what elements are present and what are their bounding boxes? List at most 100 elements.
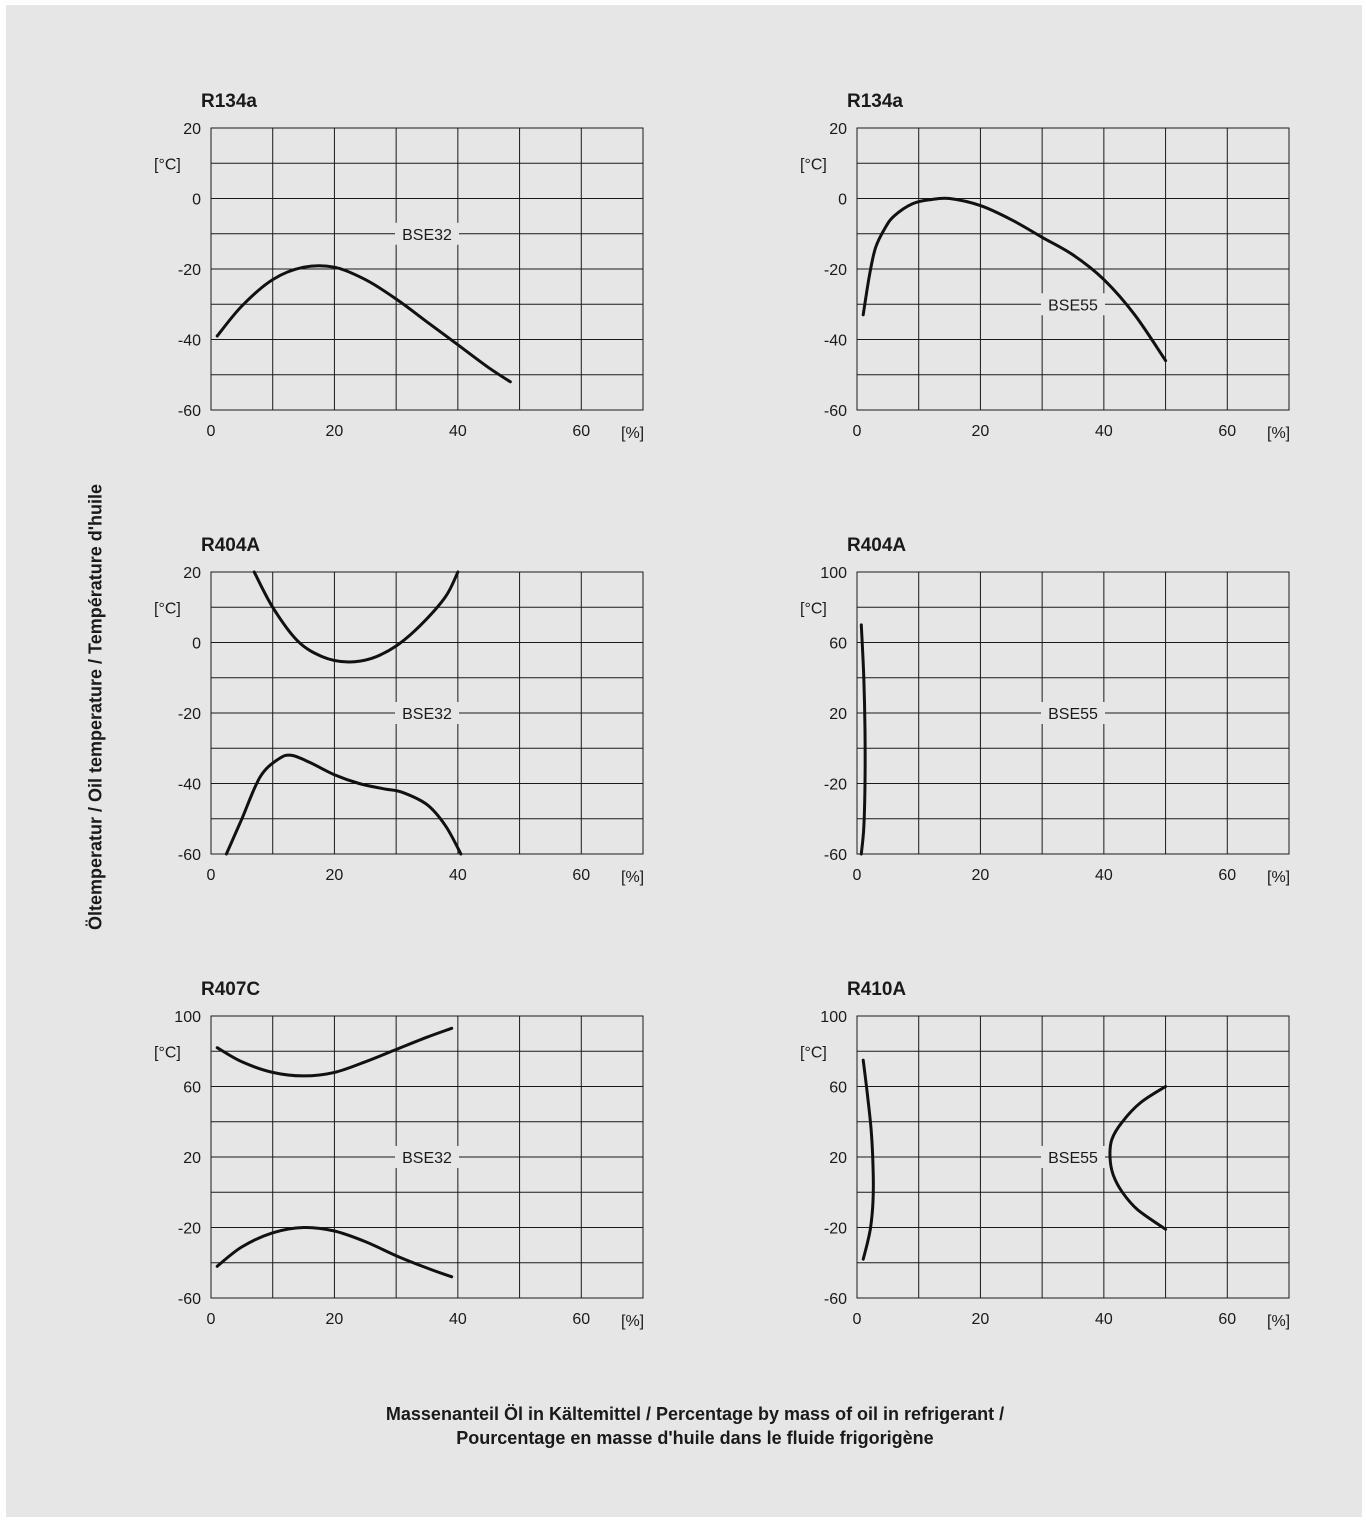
chart-title: R134a (201, 91, 257, 112)
oil-curve-1 (252, 570, 460, 664)
y-tick-label: -20 (178, 262, 201, 279)
oil-label-bg (395, 1146, 459, 1168)
oil-label-bg (1041, 702, 1105, 724)
oil-curve-2 (215, 1225, 454, 1279)
plot-frame (856, 571, 1290, 855)
y-tick-label: 0 (838, 192, 847, 209)
x-tick-label: 40 (449, 867, 467, 884)
y-unit-label: [°C] (154, 156, 181, 173)
y-tick-label: -60 (824, 847, 847, 864)
x-tick-label: 0 (207, 1311, 216, 1328)
x-tick-label: 40 (449, 1311, 467, 1328)
y-unit-label: [°C] (800, 600, 827, 617)
x-tick-label: 40 (449, 423, 467, 440)
x-tick-label: 0 (853, 423, 862, 440)
figure: R134a 20 0 -20 -40 -60 [°C] 0 20 40 60 [%] BSE32 R134… (6, 5, 1362, 1517)
oil-curve-1 (859, 623, 867, 856)
x-tick-label: 0 (207, 423, 216, 440)
x-tick-label: 20 (972, 1311, 990, 1328)
oil-label: BSE55 (1048, 706, 1098, 723)
x-tick-label: 60 (572, 867, 590, 884)
x-tick-label: 20 (326, 1311, 344, 1328)
x-tick-label: 60 (1218, 867, 1236, 884)
oil-curve-1 (215, 264, 512, 384)
y-unit-label: [°C] (800, 156, 827, 173)
y-tick-label: 60 (183, 1080, 201, 1097)
y-tick-label: -60 (824, 403, 847, 420)
plot-frame (856, 127, 1290, 411)
chart-title: R404A (201, 535, 260, 556)
x-tick-label: 0 (853, 867, 862, 884)
x-tick-label: 60 (572, 423, 590, 440)
oil-curve-2 (1108, 1085, 1168, 1231)
y-unit-label: [°C] (800, 1044, 827, 1061)
y-tick-label: 100 (174, 1009, 201, 1026)
oil-label-bg (395, 222, 459, 245)
y-tick-label: -40 (178, 333, 201, 350)
oil-label: BSE32 (402, 1150, 452, 1167)
oil-label: BSE55 (1048, 1150, 1098, 1167)
chart-title: R410A (847, 979, 906, 1000)
oil-label: BSE32 (402, 706, 452, 723)
y-unit-label: [°C] (154, 1044, 181, 1061)
x-tick-label: 20 (326, 867, 344, 884)
y-tick-label: -40 (178, 777, 201, 794)
y-axis-title: Öltemperatur / Oil temperature / Tempéra… (85, 483, 106, 931)
y-tick-label: -40 (824, 333, 847, 350)
plot-frame (210, 1015, 644, 1299)
x-unit-label: [%] (621, 1313, 644, 1330)
x-tick-label: 20 (326, 423, 344, 440)
y-tick-label: 60 (829, 636, 847, 653)
y-tick-label: 20 (183, 1150, 201, 1167)
x-unit-label: [%] (621, 869, 644, 886)
y-tick-label: 0 (192, 636, 201, 653)
x-tick-label: 20 (972, 423, 990, 440)
y-tick-label: -20 (824, 262, 847, 279)
oil-label-bg (1041, 293, 1105, 316)
plot-frame (856, 1015, 1290, 1299)
x-tick-label: 60 (572, 1311, 590, 1328)
y-tick-label: 100 (820, 565, 847, 582)
x-tick-label: 40 (1095, 867, 1113, 884)
oil-curve-1 (861, 1058, 875, 1261)
y-tick-label: -60 (178, 1291, 201, 1308)
x-unit-label: [%] (1267, 1313, 1290, 1330)
y-tick-label: -20 (824, 777, 847, 794)
plot-frame (210, 127, 644, 411)
oil-curve-1 (861, 196, 1168, 363)
y-unit-label: [°C] (154, 600, 181, 617)
y-tick-label: -60 (178, 403, 201, 420)
x-axis-title-line1: Massenanteil Öl in Kältemittel / Percent… (385, 1404, 1005, 1424)
x-tick-label: 0 (207, 867, 216, 884)
x-axis-title-line2: Pourcentage en masse d'huile dans le flu… (456, 1428, 934, 1448)
oil-label: BSE55 (1048, 297, 1098, 314)
y-tick-label: 20 (183, 121, 201, 138)
x-tick-label: 20 (972, 867, 990, 884)
y-tick-label: 20 (829, 121, 847, 138)
plot-frame (210, 571, 644, 855)
y-tick-label: -20 (824, 1221, 847, 1238)
oil-curve-2 (224, 753, 463, 856)
x-tick-label: 60 (1218, 1311, 1236, 1328)
x-tick-label: 60 (1218, 423, 1236, 440)
oil-curve-1 (215, 1026, 454, 1078)
y-tick-label: -20 (178, 706, 201, 723)
x-unit-label: [%] (1267, 869, 1290, 886)
x-unit-label: [%] (621, 425, 644, 442)
y-tick-label: -20 (178, 1221, 201, 1238)
y-tick-label: -60 (178, 847, 201, 864)
x-tick-label: 40 (1095, 1311, 1113, 1328)
x-axis-title: Massenanteil Öl in Kältemittel / Percent… (6, 1402, 1366, 1450)
oil-label-bg (395, 702, 459, 724)
y-tick-label: 20 (829, 706, 847, 723)
chart-title: R404A (847, 535, 906, 556)
y-tick-label: 20 (183, 565, 201, 582)
x-tick-label: 0 (853, 1311, 862, 1328)
